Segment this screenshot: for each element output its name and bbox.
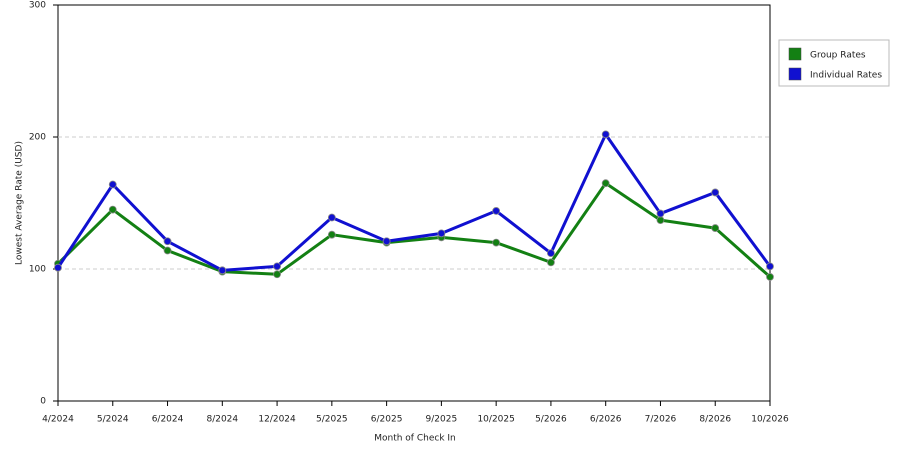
x-axis-title: Month of Check In [374, 434, 456, 444]
legend-label: Individual Rates [810, 71, 882, 81]
y-tick-label: 200 [29, 133, 46, 143]
x-tick-label: 5/2024 [97, 415, 129, 425]
data-point [492, 207, 501, 215]
x-tick-label: 6/2024 [152, 415, 184, 425]
series-line [56, 132, 772, 272]
x-tick-label: 4/2024 [42, 415, 74, 425]
data-point [711, 188, 720, 197]
data-point [492, 238, 501, 247]
x-tick-label: 6/2026 [590, 415, 622, 425]
x-tick-label: 5/2026 [535, 415, 567, 425]
data-point [601, 130, 610, 139]
x-tick-label: 7/2026 [645, 415, 677, 425]
data-point [437, 229, 446, 238]
legend-swatch [788, 47, 802, 61]
x-tick-label: 10/2025 [477, 415, 514, 425]
data-point [711, 224, 720, 232]
data-point [601, 179, 610, 188]
data-point [273, 262, 281, 271]
x-tick-label: 10/2026 [751, 415, 789, 425]
data-point [656, 216, 665, 225]
legend-label: Group Rates [810, 51, 866, 61]
data-point [163, 237, 172, 246]
data-point [382, 237, 391, 246]
y-tick-label: 100 [29, 265, 46, 275]
data-point [108, 205, 117, 214]
legend-swatch [788, 67, 802, 81]
data-point [766, 262, 774, 271]
data-point [54, 263, 62, 272]
data-point [656, 209, 665, 218]
y-axis-title: Lowest Average Rate (USD) [15, 141, 25, 265]
y-tick-label: 300 [29, 1, 46, 11]
data-point [547, 249, 555, 258]
x-tick-label: 5/2025 [316, 415, 348, 425]
data-point [108, 180, 117, 189]
data-point [327, 230, 336, 239]
x-tick-label: 6/2025 [371, 415, 403, 425]
x-tick-label: 8/2026 [699, 415, 731, 425]
data-point [218, 266, 227, 275]
x-tick-label: 9/2025 [426, 415, 458, 425]
series-line [56, 181, 771, 279]
data-point [273, 270, 281, 279]
x-tick-label: 8/2024 [206, 415, 238, 425]
x-tick-label: 12/2024 [258, 415, 296, 425]
data-point [327, 213, 336, 222]
data-point [766, 273, 774, 281]
plot-area [57, 4, 771, 402]
data-point [163, 246, 172, 255]
y-tick-label: 0 [40, 397, 46, 407]
data-point [547, 258, 555, 267]
